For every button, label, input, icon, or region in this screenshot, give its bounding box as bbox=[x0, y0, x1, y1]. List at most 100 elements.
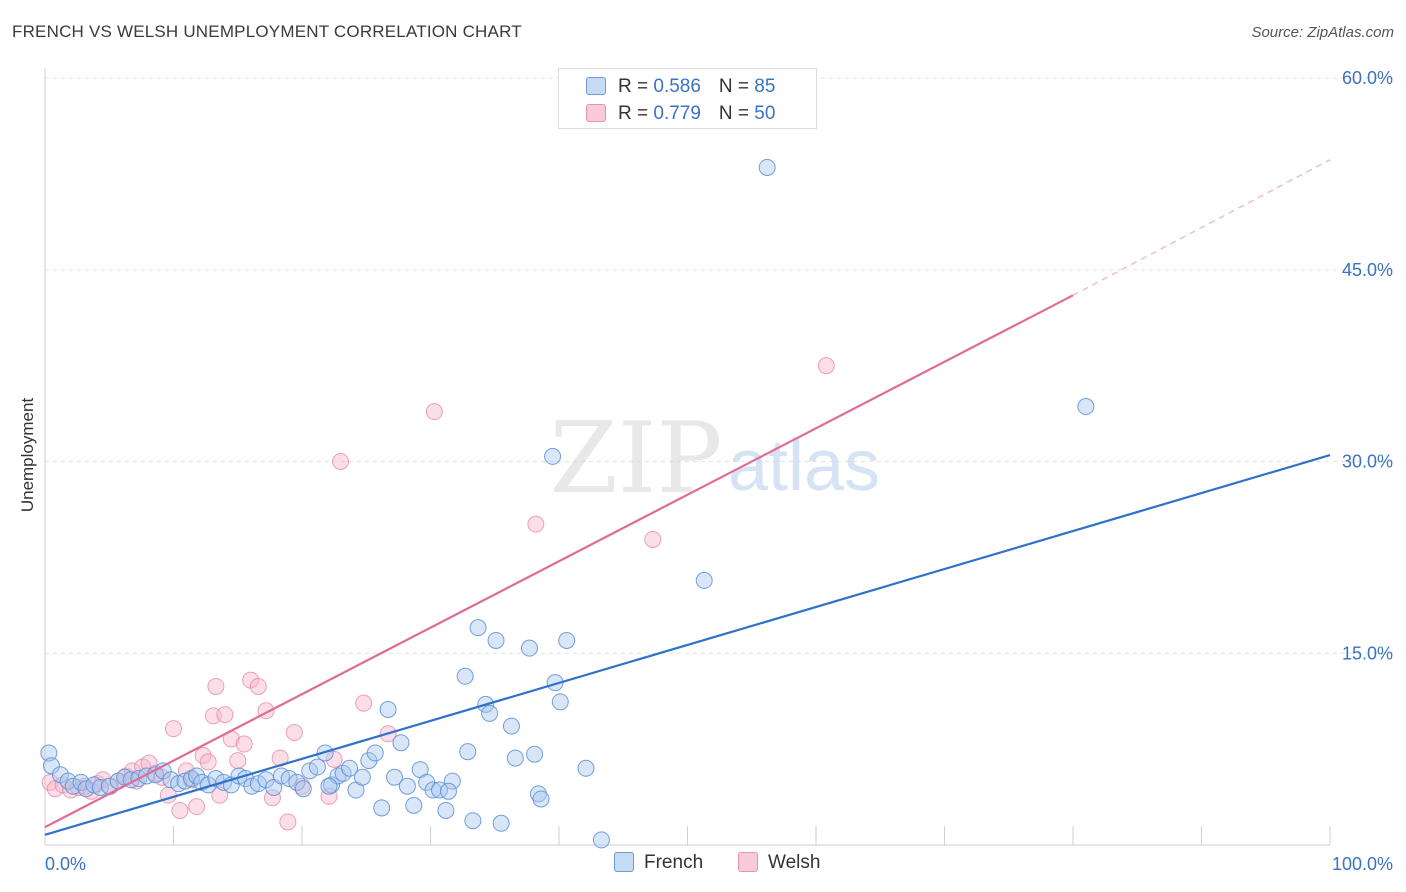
french-point-61 bbox=[459, 743, 477, 761]
french-point-62 bbox=[464, 812, 482, 830]
welsh-point-19 bbox=[165, 720, 182, 738]
french-point-76 bbox=[551, 693, 569, 711]
grid-lines bbox=[45, 77, 1393, 654]
french-point-49 bbox=[379, 700, 397, 718]
welsh-trend-extension bbox=[1072, 159, 1331, 296]
bottom-legend-french-label: French bbox=[644, 852, 704, 873]
french-point-80 bbox=[695, 571, 713, 589]
legend-french-n-value: 85 bbox=[754, 76, 776, 97]
welsh-point-31 bbox=[229, 752, 247, 770]
welsh-point-43 bbox=[332, 453, 350, 470]
french-point-43 bbox=[341, 759, 359, 777]
french-trend-line bbox=[44, 454, 1331, 836]
welsh-point-29 bbox=[216, 706, 234, 724]
bottom-legend-french[interactable]: French bbox=[614, 852, 703, 874]
watermark: ZIP atlas bbox=[550, 402, 880, 516]
french-point-4 bbox=[64, 777, 82, 795]
french-point-84 bbox=[320, 777, 338, 795]
french-point-52 bbox=[398, 777, 416, 795]
french-point-51 bbox=[392, 734, 410, 752]
french-point-6 bbox=[77, 780, 95, 798]
french-point-36 bbox=[294, 780, 312, 798]
french-point-38 bbox=[308, 758, 326, 776]
legend-row-welsh: R = 0.779 N = 50 bbox=[586, 103, 775, 125]
french-point-73 bbox=[532, 790, 550, 808]
french-point-68 bbox=[502, 717, 520, 735]
legend-welsh-r-label: R = bbox=[618, 103, 654, 124]
legend-welsh-r-value: 0.779 bbox=[653, 103, 701, 124]
welsh-point-38 bbox=[279, 813, 297, 831]
legend-welsh-n-label: N = bbox=[718, 103, 755, 124]
welsh-point-20 bbox=[171, 801, 189, 819]
french-point-47 bbox=[366, 744, 384, 762]
welsh-trend-line bbox=[44, 294, 1074, 829]
y-tick-label-30: 30.0% bbox=[1342, 452, 1393, 472]
french-point-59 bbox=[443, 772, 461, 790]
french-point-81 bbox=[758, 158, 776, 176]
french-point-57 bbox=[430, 781, 448, 799]
welsh-point-49 bbox=[817, 357, 835, 375]
french-point-53 bbox=[405, 796, 423, 814]
french-point-3 bbox=[59, 772, 77, 790]
french-swatch bbox=[586, 77, 606, 95]
welsh-point-48 bbox=[644, 530, 662, 548]
welsh-point-25 bbox=[199, 753, 217, 771]
legend-welsh-n-value: 50 bbox=[754, 103, 776, 124]
french-point-71 bbox=[526, 745, 544, 763]
y-tick-label-15: 15.0% bbox=[1342, 643, 1393, 663]
french-point-72 bbox=[529, 785, 547, 803]
bottom-welsh-swatch bbox=[738, 852, 758, 872]
axes bbox=[44, 68, 1331, 846]
legend-french-r-label: R = bbox=[618, 76, 654, 97]
legend-french-r-value: 0.586 bbox=[653, 76, 701, 97]
french-point-67 bbox=[492, 814, 510, 832]
bottom-legend-welsh-label: Welsh bbox=[768, 852, 821, 873]
welsh-point-44 bbox=[355, 694, 373, 712]
french-point-66 bbox=[487, 631, 505, 649]
welsh-point-47 bbox=[527, 515, 545, 533]
welsh-swatch bbox=[586, 104, 606, 122]
french-point-1 bbox=[42, 757, 60, 775]
x-tick-label-100: 100.0% bbox=[1332, 854, 1393, 874]
welsh-point-42 bbox=[325, 750, 343, 768]
french-point-79 bbox=[592, 831, 610, 849]
welsh-point-23 bbox=[188, 798, 206, 816]
french-point-78 bbox=[577, 759, 595, 777]
welsh-point-39 bbox=[285, 724, 303, 742]
french-point-0 bbox=[40, 744, 58, 762]
french-point-82 bbox=[1077, 398, 1095, 416]
french-point-37 bbox=[301, 762, 319, 780]
french-point-20 bbox=[182, 770, 200, 788]
bottom-legend-welsh[interactable]: Welsh bbox=[738, 852, 820, 874]
french-point-58 bbox=[437, 801, 455, 819]
chart-title: FRENCH VS WELSH UNEMPLOYMENT CORRELATION… bbox=[12, 22, 522, 41]
watermark-atlas: atlas bbox=[728, 426, 880, 506]
welsh-point-32 bbox=[235, 735, 253, 753]
welsh-point-27 bbox=[207, 677, 225, 695]
y-tick-label-45: 45.0% bbox=[1342, 260, 1393, 280]
french-point-63 bbox=[469, 619, 487, 637]
french-point-17 bbox=[162, 771, 180, 789]
trend-lines bbox=[44, 159, 1331, 836]
y-tick-label-60: 60.0% bbox=[1342, 68, 1393, 88]
welsh-point-34 bbox=[249, 677, 267, 695]
french-point-50 bbox=[386, 768, 404, 786]
bottom-french-swatch bbox=[614, 852, 634, 872]
correlation-legend: R = 0.586 N = 85 R = 0.779 N = 50 bbox=[558, 68, 817, 129]
french-point-8 bbox=[91, 778, 109, 796]
legend-french-n-label: N = bbox=[718, 76, 755, 97]
legend-row-french: R = 0.586 N = 85 bbox=[586, 76, 775, 98]
x-tick-label-0: 0.0% bbox=[45, 854, 86, 874]
french-point-74 bbox=[544, 447, 562, 465]
french-point-34 bbox=[280, 770, 298, 788]
welsh-point-28 bbox=[211, 786, 229, 804]
french-point-48 bbox=[373, 799, 391, 817]
french-point-60 bbox=[456, 667, 474, 685]
watermark-zip: ZIP bbox=[550, 402, 723, 516]
french-point-65 bbox=[481, 704, 499, 722]
source-label[interactable]: Source: ZipAtlas.com bbox=[1251, 24, 1394, 41]
welsh-point-46 bbox=[425, 403, 443, 421]
french-point-70 bbox=[520, 639, 538, 657]
french-point-77 bbox=[558, 631, 576, 649]
